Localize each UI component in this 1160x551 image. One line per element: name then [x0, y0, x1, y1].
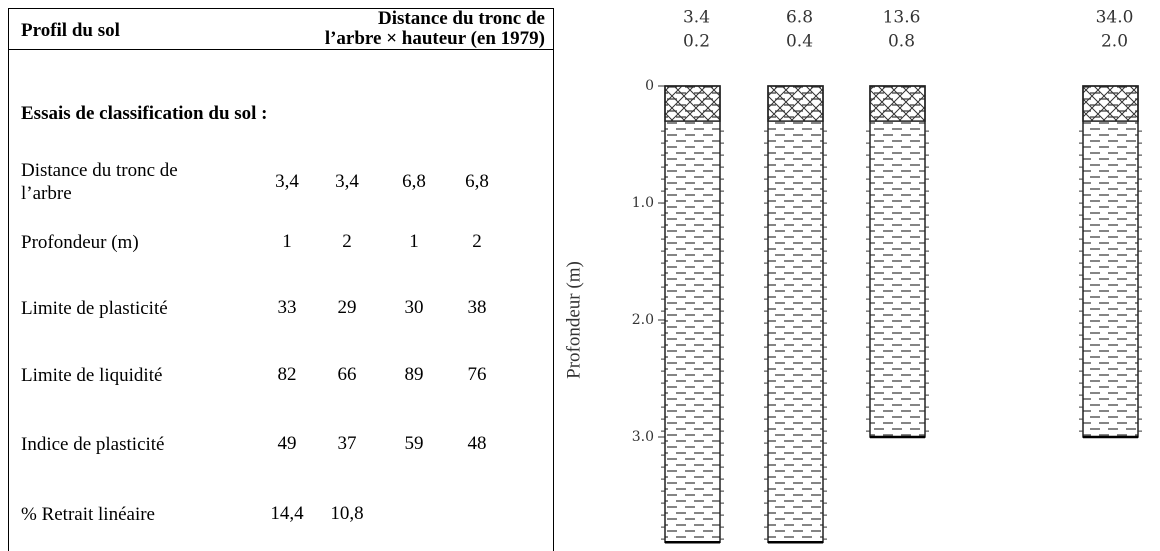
- table-header: Profil du sol Distance du tronc de l’arb…: [9, 9, 553, 50]
- y-tick-label: 3.0: [632, 429, 654, 445]
- cell-value: 1: [282, 231, 292, 252]
- header-line: l’arbre × hauteur (en 1979): [324, 28, 545, 49]
- topsoil: [664, 85, 721, 122]
- cell-value: 33: [277, 297, 297, 318]
- cell-value: 1: [409, 231, 419, 252]
- soil-table: Profil du sol Distance du tronc de l’arb…: [8, 8, 554, 551]
- row-label: Distance du tronc de l’arbre: [21, 160, 178, 204]
- column-distance: 6.8: [786, 8, 813, 28]
- cell-value: 48: [467, 433, 487, 454]
- column-distance: 34.0: [1096, 8, 1134, 28]
- cell-value: 2: [472, 231, 482, 252]
- cell-value: 38: [467, 297, 487, 318]
- row-label: Limite de liquidité: [21, 365, 163, 386]
- topsoil: [767, 85, 824, 122]
- axis-label: Profondeur (m): [563, 261, 584, 379]
- cell-value: 6,8: [402, 171, 426, 192]
- column-distance: 3.4: [683, 8, 710, 28]
- cell-value: 2: [342, 231, 352, 252]
- cell-value: 37: [337, 433, 357, 454]
- row-label: Indice de plasticité: [21, 434, 165, 455]
- cell-value: 76: [467, 364, 487, 385]
- cell-value: 66: [337, 364, 357, 385]
- row-label: % Retrait linéaire: [21, 504, 155, 525]
- column-height: 0.8: [888, 32, 915, 52]
- header-right: Distance du tronc de l’arbre × hauteur (…: [325, 9, 545, 49]
- cell-value: 49: [277, 433, 297, 454]
- topsoil: [1082, 85, 1139, 122]
- y-tick-label: 2.0: [632, 312, 654, 328]
- column-distance: 13.6: [883, 8, 921, 28]
- topsoil: [869, 85, 926, 122]
- row-label: Limite de plasticité: [21, 298, 168, 319]
- cell-value: 82: [277, 364, 297, 385]
- cell-value: 10,8: [330, 503, 364, 524]
- cell-value: 29: [337, 297, 357, 318]
- cell-value: 3,4: [335, 171, 359, 192]
- cell-value: 14,4: [270, 503, 304, 524]
- header-left: Profil du sol: [21, 20, 120, 41]
- y-tick-label: 0: [645, 78, 654, 94]
- row-label: Profondeur (m): [21, 232, 139, 253]
- soil-column: [664, 85, 721, 544]
- soil-column: [1082, 85, 1139, 438]
- soil-column: [869, 85, 926, 438]
- column-height: 0.2: [683, 32, 710, 52]
- cell-value: 89: [404, 364, 424, 385]
- column-height: 2.0: [1101, 32, 1128, 52]
- y-tick-label: 1.0: [632, 195, 654, 211]
- cell-value: 59: [404, 433, 424, 454]
- soil-column: [767, 85, 824, 544]
- cell-value: 6,8: [465, 171, 489, 192]
- header-line: Distance du tronc de: [378, 8, 545, 29]
- section-title: Essais de classification du sol :: [21, 103, 268, 124]
- cell-value: 30: [404, 297, 424, 318]
- cell-value: 3,4: [275, 171, 299, 192]
- column-height: 0.4: [786, 32, 813, 52]
